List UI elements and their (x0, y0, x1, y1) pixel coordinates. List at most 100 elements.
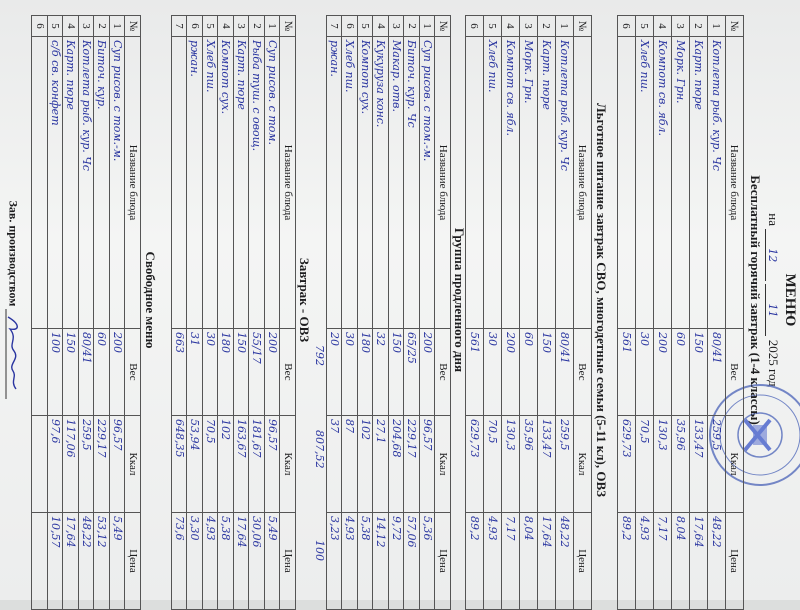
table-row: 2 Рыба туш. с овощ. 55/17 181,67 30,06 (249, 15, 265, 610)
cell-weight: 150 (233, 328, 249, 416)
table-row: 1 Суп рисов. с том. 200 96,57 5,49 (264, 15, 280, 610)
table-row: 1 Котлета рыб. кур. Чс 80/41 259,5 48,22 (707, 15, 726, 610)
cell-kcal: 35,96 (519, 415, 538, 513)
cell-n: 1 (109, 15, 125, 37)
cell-weight: 561 (617, 328, 636, 416)
column-header-n: № (125, 15, 141, 37)
column-header-n: № (725, 15, 744, 37)
menu-table: № Название блюда Вес Ккал Цена 1 Суп рисов. с … (171, 15, 296, 610)
cell-price: 17,64 (233, 512, 249, 610)
column-header-weight: Вес (435, 328, 451, 416)
table-row: 6 (32, 15, 48, 610)
cell-price: 3,23 (326, 512, 342, 610)
table-row: 4 Кукуруза конс. 32 27,1 14,12 (373, 15, 389, 610)
cell-weight: 200 (264, 328, 280, 416)
cell-weight: 150 (537, 328, 556, 416)
cell-kcal: 96,57 (419, 415, 435, 513)
cell-n: 5 (635, 15, 654, 37)
cell-kcal: 629,73 (465, 415, 484, 513)
column-header-n: № (280, 15, 296, 37)
cell-kcal: 117,06 (63, 415, 79, 513)
cell-price: 8,04 (671, 512, 690, 610)
cell-n: 3 (671, 15, 690, 37)
cell-name: Компот св. ябл. (653, 36, 672, 329)
column-header-name: Название блюда (725, 36, 744, 329)
cell-kcal: 53,94 (187, 415, 203, 513)
table-row: 5 Хлеб пш. 30 70,5 4,93 (483, 15, 502, 610)
cell-name (617, 36, 636, 329)
cell-kcal: 70,5 (635, 415, 654, 513)
column-header-weight: Вес (280, 328, 296, 416)
cell-weight: 200 (419, 328, 435, 416)
table-row: 3 Морк. Грн. 60 35,96 8,04 (519, 15, 538, 610)
table-row: 5 Хлеб пш. 30 70,5 4,93 (202, 15, 218, 610)
cell-weight: 200 (653, 328, 672, 416)
table-row: 1 Котлета рыб. кур. Чс 80/41 259,5 48,22 (555, 15, 574, 610)
column-header-n: № (435, 15, 451, 37)
cell-kcal: 70,5 (202, 415, 218, 513)
menu-date: на 12 11 2025 год (765, 0, 781, 600)
cell-name: Биточ. кур. (94, 36, 110, 329)
cell-price: 48,22 (707, 512, 726, 610)
table-row: 3 Морк. Грн. 60 35,96 8,04 (671, 15, 690, 610)
cell-price: 5,49 (264, 512, 280, 610)
cell-kcal (32, 415, 48, 513)
cell-price: 8,04 (519, 512, 538, 610)
cell-price: 89,2 (465, 512, 484, 610)
cell-n: 4 (218, 15, 234, 37)
cell-weight: 31 (187, 328, 203, 416)
handwritten-signature (5, 309, 18, 400)
table-row: 2 Карт. пюре 150 133,47 17,64 (689, 15, 708, 610)
cell-kcal: 130,3 (653, 415, 672, 513)
cell-kcal: 133,47 (537, 415, 556, 513)
cell-price: 4,93 (483, 512, 502, 610)
column-header-name: Название блюда (125, 36, 141, 329)
cell-weight: 100 (47, 328, 63, 416)
column-header-price: Цена (573, 512, 592, 610)
cell-weight: 32 (373, 328, 389, 416)
cell-price: 14,12 (373, 512, 389, 610)
column-header-name: Название блюда (435, 36, 451, 329)
cell-name: Котлета рыб. кур. Чс (78, 36, 94, 329)
cell-n: 2 (404, 15, 420, 37)
cell-kcal: 163,67 (233, 415, 249, 513)
table-row: 5 Компот сух. 180 102 5,38 (357, 15, 373, 610)
cell-weight: 200 (501, 328, 520, 416)
table-row: 2 Биточ. кур. 60 229,17 53,12 (94, 15, 110, 610)
cell-n: 4 (501, 15, 520, 37)
cell-kcal: 259,5 (707, 415, 726, 513)
cell-price: 5,38 (357, 512, 373, 610)
table-row: 2 Биточ. кур. Чс 65/25 229,17 57,06 (404, 15, 420, 610)
cell-name: Хлеб пш. (635, 36, 654, 329)
table-header-row: № Название блюда Вес Ккал Цена (125, 15, 141, 610)
cell-kcal: 37 (326, 415, 342, 513)
table-row: 7 ржан. 20 37 3,23 (326, 15, 342, 610)
cell-name: Карт. пюре (537, 36, 556, 329)
cell-price: 89,2 (617, 512, 636, 610)
cell-name: Суп рисов. с том.-м. (419, 36, 435, 329)
cell-weight: 80/41 (707, 328, 726, 416)
cell-n: 1 (264, 15, 280, 37)
cell-name (32, 36, 48, 329)
date-prefix: на (766, 213, 781, 226)
table-row: 6 Хлеб пш. 30 87 4,93 (342, 15, 358, 610)
menu-title: МЕНЮ (782, 273, 798, 327)
cell-n: 6 (187, 15, 203, 37)
cell-name: Карт. пюре (689, 36, 708, 329)
cell-name: Суп рисов. с том. (264, 36, 280, 329)
column-header-weight: Вес (573, 328, 592, 416)
cell-weight: 60 (94, 328, 110, 416)
table-row: 4 Компот сух. 180 102 5,38 (218, 15, 234, 610)
cell-price: 4,93 (635, 512, 654, 610)
cell-name: Хлеб пш. (483, 36, 502, 329)
table-row: 5 Хлеб пш. 30 70,5 4,93 (635, 15, 654, 610)
cell-n: 1 (419, 15, 435, 37)
section-title: Бесплатный горячий завтрак (1-4 классы) (748, 175, 763, 425)
cell-n: 6 (342, 15, 358, 37)
cell-kcal: 130,3 (501, 415, 520, 513)
cell-price: 4,93 (342, 512, 358, 610)
column-header-name: Название блюда (573, 36, 592, 329)
section-title: Группа продленного дня (452, 227, 467, 373)
cell-kcal: 629,73 (617, 415, 636, 513)
cell-name: Морк. Грн. (671, 36, 690, 329)
